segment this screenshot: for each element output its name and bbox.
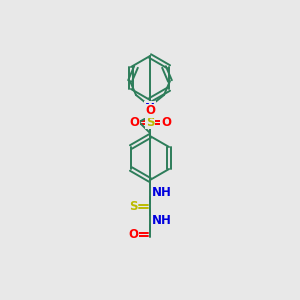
Text: S: S [146,116,154,128]
Text: N: N [145,101,155,115]
Text: S: S [129,200,137,212]
Text: O: O [161,116,171,128]
Text: NH: NH [152,214,172,226]
Text: O: O [145,104,155,118]
Text: O: O [129,116,139,128]
Text: NH: NH [152,185,172,199]
Text: O: O [128,227,138,241]
